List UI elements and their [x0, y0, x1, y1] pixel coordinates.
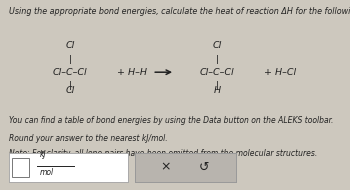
Text: ↺: ↺: [198, 161, 209, 174]
Text: kJ: kJ: [40, 150, 46, 159]
Text: Cl: Cl: [65, 41, 75, 50]
Text: ×: ×: [160, 161, 170, 174]
Bar: [12, 158, 29, 177]
Text: |: |: [215, 81, 219, 90]
Text: Note: For clarity, all lone pairs have been omitted from the molecular structure: Note: For clarity, all lone pairs have b…: [9, 149, 317, 158]
Text: + H–Cl: + H–Cl: [264, 68, 296, 77]
Text: H: H: [214, 86, 220, 95]
Text: You can find a table of bond energies by using the Data button on the ALEKS tool: You can find a table of bond energies by…: [9, 116, 333, 125]
Text: Cl–C–Cl: Cl–C–Cl: [53, 68, 87, 77]
Text: |: |: [215, 55, 219, 64]
Text: |: |: [68, 55, 72, 64]
Text: Round your answer to the nearest kJ/mol.: Round your answer to the nearest kJ/mol.: [9, 134, 167, 143]
Text: Cl: Cl: [65, 86, 75, 95]
Text: Using the appropriate bond energies, calculate the heat of reaction ΔH for the f: Using the appropriate bond energies, cal…: [9, 7, 350, 16]
Text: |: |: [68, 81, 72, 90]
Text: Cl: Cl: [212, 41, 222, 50]
Text: + H–H: + H–H: [117, 68, 147, 77]
Text: mol: mol: [40, 168, 54, 177]
Text: Cl–C–Cl: Cl–C–Cl: [200, 68, 234, 77]
